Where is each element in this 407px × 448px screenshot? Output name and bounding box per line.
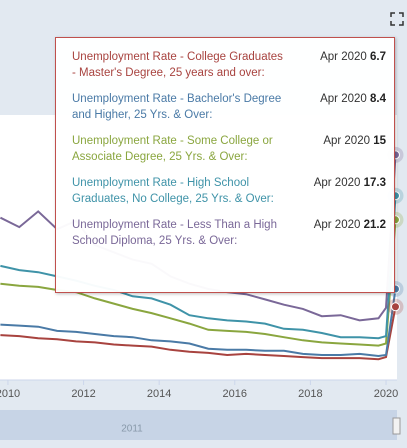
x-tick-label: 2018 <box>298 388 322 400</box>
tooltip-value-group: Apr 2020 21.2 <box>314 217 386 249</box>
tooltip-value: 21.2 <box>363 219 386 231</box>
tooltip: Unemployment Rate - College Graduates - … <box>55 37 395 293</box>
navigator-label: 2011 <box>121 424 143 435</box>
tooltip-row: Unemployment Rate - College Graduates - … <box>72 49 386 81</box>
tooltip-value: 15 <box>373 135 386 147</box>
x-tick-label: 2010 <box>0 388 20 400</box>
tooltip-series-name: Unemployment Rate - Bachelor's Degree an… <box>72 93 282 121</box>
tooltip-value-group: Apr 2020 6.7 <box>320 49 386 81</box>
series-line <box>0 288 397 358</box>
tooltip-series-name: Unemployment Rate - Less Than a High Sch… <box>72 219 277 247</box>
tooltip-series-name: Unemployment Rate - High School Graduate… <box>72 177 274 205</box>
tooltip-value-group: Apr 2020 8.4 <box>320 91 386 123</box>
tooltip-row: Unemployment Rate - Some College or Asso… <box>72 133 386 165</box>
tooltip-date: Apr 2020 <box>320 51 367 63</box>
tooltip-date: Apr 2020 <box>313 219 361 231</box>
x-tick-label: 2016 <box>223 388 247 400</box>
tooltip-value: 17.3 <box>363 177 386 189</box>
hover-point <box>390 302 400 312</box>
tooltip-series-name: Unemployment Rate - Some College or Asso… <box>72 135 273 163</box>
fullscreen-icon[interactable] <box>390 12 404 26</box>
x-tick-label: 2012 <box>71 388 95 400</box>
tooltip-row: Unemployment Rate - Bachelor's Degree an… <box>72 91 386 123</box>
x-tick-label: 2014 <box>147 388 171 400</box>
tooltip-row: Unemployment Rate - High School Graduate… <box>72 175 386 207</box>
tooltip-date: Apr 2020 <box>320 93 367 105</box>
navigator-handle[interactable] <box>392 417 401 435</box>
tooltip-date: Apr 2020 <box>323 135 370 147</box>
tooltip-series-name: Unemployment Rate - College Graduates - … <box>72 51 283 79</box>
tooltip-value: 8.4 <box>370 93 386 105</box>
tooltip-row: Unemployment Rate - Less Than a High Sch… <box>72 217 386 249</box>
tooltip-value: 6.7 <box>370 51 386 63</box>
navigator[interactable] <box>0 410 397 440</box>
tooltip-value-group: Apr 2020 17.3 <box>314 175 386 207</box>
series-line <box>0 306 397 361</box>
x-tick-label: 2020 <box>374 388 398 400</box>
tooltip-date: Apr 2020 <box>313 177 361 189</box>
tooltip-value-group: Apr 2020 15 <box>323 133 386 165</box>
